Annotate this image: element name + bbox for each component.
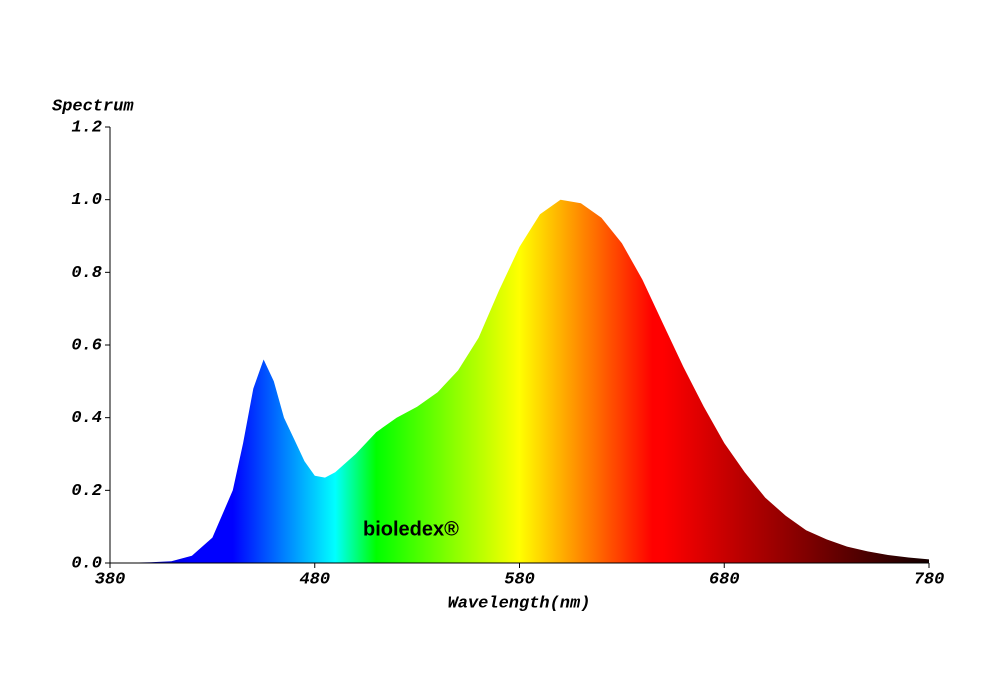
x-axis-label: Wavelength(nm) — [448, 594, 591, 613]
y-tick-label: 0.2 — [71, 482, 102, 501]
y-tick-label: 0.0 — [71, 554, 102, 573]
y-axis-label: Spectrum — [52, 97, 134, 116]
x-tick-label: 480 — [299, 570, 330, 589]
y-tick-label: 1.0 — [71, 191, 102, 210]
watermark: bioledex® — [363, 518, 459, 540]
x-tick-label: 680 — [709, 570, 740, 589]
y-tick-label: 0.4 — [71, 409, 102, 428]
x-tick-label: 380 — [95, 570, 126, 589]
spectrum-area — [110, 199, 929, 563]
x-tick-label: 780 — [914, 570, 945, 589]
y-tick-label: 0.8 — [71, 264, 102, 283]
x-tick-label: 580 — [504, 570, 535, 589]
y-tick-label: 0.6 — [71, 336, 102, 355]
y-tick-label: 1.2 — [71, 118, 102, 137]
